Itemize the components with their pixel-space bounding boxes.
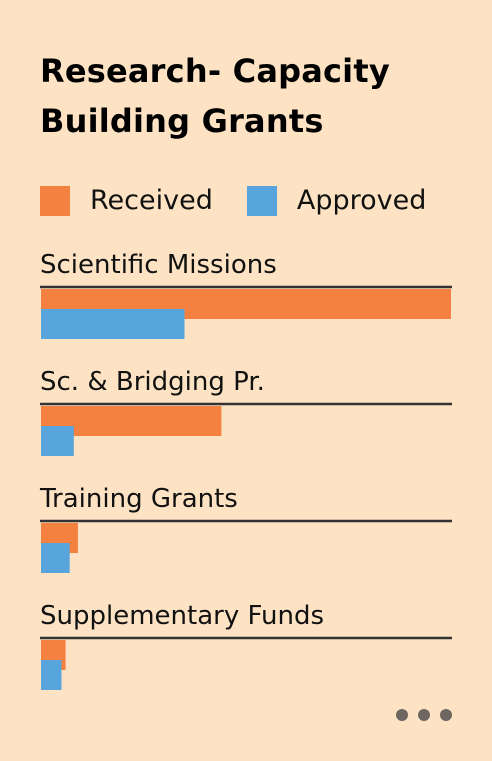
legend-swatch-approved bbox=[246, 186, 277, 216]
dot bbox=[440, 709, 452, 721]
legend-swatch-received bbox=[40, 186, 70, 216]
bar-approved[interactable] bbox=[41, 309, 185, 339]
category-label: Sc. & Bridging Pr. bbox=[40, 367, 265, 397]
bar-approved[interactable] bbox=[41, 543, 70, 573]
dot bbox=[396, 709, 408, 721]
legend-label-approved: Approved bbox=[296, 185, 427, 216]
dot bbox=[418, 709, 430, 721]
legend-item-received[interactable]: Received bbox=[40, 184, 213, 218]
bar-approved[interactable] bbox=[41, 426, 74, 456]
legend: Received Approved bbox=[40, 184, 460, 218]
category-label: Scientific Missions bbox=[40, 250, 277, 280]
bar-approved[interactable] bbox=[41, 660, 62, 690]
more-dots-icon[interactable] bbox=[396, 709, 452, 721]
legend-item-approved[interactable]: Approved bbox=[246, 184, 427, 218]
legend-label-received: Received bbox=[90, 185, 213, 216]
category-label: Training Grants bbox=[39, 484, 238, 514]
category-label: Supplementary Funds bbox=[40, 601, 324, 631]
chart-title: Research- Capacity Building Grants bbox=[40, 52, 390, 140]
